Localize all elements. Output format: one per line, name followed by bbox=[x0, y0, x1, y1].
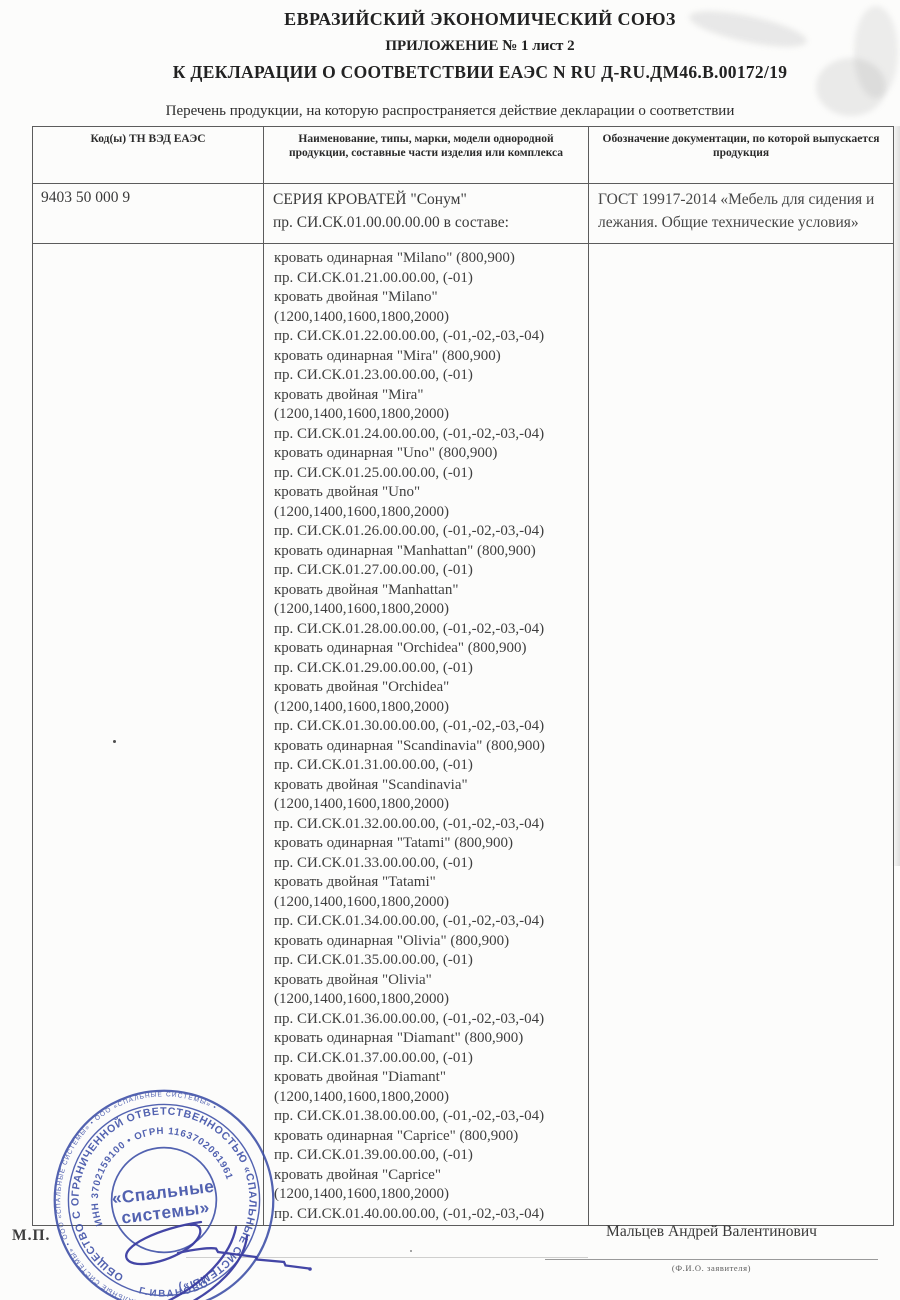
product-line: кровать одинарная "Caprice" (800,900) bbox=[274, 1127, 519, 1144]
doc-title-declaration: К ДЕКЛАРАЦИИ О СООТВЕТСТВИИ ЕАЭС N RU Д-… bbox=[172, 62, 788, 82]
product-line: пр. СИ.СК.01.28.00.00.00, (-01,-02,-03,-… bbox=[274, 620, 545, 637]
product-line: (1200,1400,1600,1800,2000) bbox=[274, 308, 449, 325]
scan-edge-shadow bbox=[892, 126, 900, 866]
product-line: кровать одинарная "Mira" (800,900) bbox=[274, 347, 501, 364]
product-line: кровать двойная "Mira" bbox=[274, 386, 424, 403]
gost-line: ГОСТ 19917-2014 «Мебель для сидения и bbox=[598, 191, 875, 208]
scan-smudge bbox=[816, 58, 886, 116]
series-project-code: пр. СИ.СК.01.00.00.00.00 в составе: bbox=[273, 214, 509, 231]
product-line: пр. СИ.СК.01.21.00.00.00, (-01) bbox=[274, 269, 473, 286]
product-line: пр. СИ.СК.01.26.00.00.00, (-01,-02,-03,-… bbox=[274, 523, 545, 539]
product-line: кровать двойная "Olivia" bbox=[274, 971, 432, 988]
product-line: кровать двойная "Scandinavia" bbox=[274, 776, 468, 793]
product-line: кровать двойная "Uno" bbox=[274, 484, 421, 500]
cell-gost-standard: ГОСТ 19917-2014 «Мебель для сидения и ле… bbox=[588, 183, 894, 244]
products-table: Код(ы) ТН ВЭД ЕАЭС Наименование, типы, м… bbox=[32, 126, 894, 1226]
scan-smudge bbox=[854, 6, 898, 98]
signature-line bbox=[545, 1259, 878, 1260]
stamp-place-label: М.П. bbox=[12, 1227, 51, 1244]
scan-speck bbox=[113, 740, 116, 743]
signer-name: Мальцев Андрей Валентинович bbox=[606, 1223, 817, 1240]
product-line: пр. СИ.СК.01.30.00.00.00, (-01,-02,-03,-… bbox=[274, 718, 545, 734]
product-line: пр. СИ.СК.01.40.00.00.00, (-01,-02,-03,-… bbox=[274, 1205, 545, 1222]
cell-code-empty bbox=[32, 243, 264, 1226]
product-line: кровать двойная "Diamant" bbox=[274, 1069, 446, 1085]
cell-doc-empty bbox=[588, 243, 894, 1226]
product-line: пр. СИ.СК.01.32.00.00.00, (-01,-02,-03,-… bbox=[274, 815, 545, 832]
product-line: пр. СИ.СК.01.34.00.00.00, (-01,-02,-03,-… bbox=[274, 913, 545, 929]
product-line: кровать двойная "Orchidea" bbox=[274, 679, 450, 695]
product-line: пр. СИ.СК.01.27.00.00.00, (-01) bbox=[274, 562, 473, 578]
doc-title-union: ЕВРАЗИЙСКИЙ ЭКОНОМИЧЕСКИЙ СОЮЗ bbox=[284, 9, 676, 29]
table-row: кровать одинарная "Milano" (800,900) пр. … bbox=[32, 243, 894, 1226]
product-line: кровать двойная "Tatami" bbox=[274, 874, 436, 890]
scan-fold-line bbox=[186, 1257, 588, 1258]
product-line: кровать одинарная "Uno" (800,900) bbox=[274, 445, 498, 461]
product-line: (1200,1400,1600,1800,2000) bbox=[274, 503, 449, 520]
product-line: пр. СИ.СК.01.25.00.00.00, (-01) bbox=[274, 464, 473, 481]
product-line: кровать одинарная "Diamant" (800,900) bbox=[274, 1030, 524, 1046]
series-title: СЕРИЯ КРОВАТЕЙ "Сонум" bbox=[273, 191, 467, 208]
product-line: кровать одинарная "Olivia" (800,900) bbox=[274, 932, 510, 949]
product-line: кровать одинарная "Manhattan" (800,900) bbox=[274, 542, 536, 559]
product-list: кровать одинарная "Milano" (800,900) пр. … bbox=[265, 245, 587, 1224]
product-line: пр. СИ.СК.01.36.00.00.00, (-01,-02,-03,-… bbox=[274, 1010, 545, 1027]
product-line: (1200,1400,1600,1800,2000) bbox=[274, 796, 449, 812]
product-line: (1200,1400,1600,1800,2000) bbox=[274, 991, 449, 1007]
cell-tnved-code: 9403 50 000 9 bbox=[32, 183, 264, 244]
product-line: (1200,1400,1600,1800,2000) bbox=[274, 1088, 449, 1105]
table-header-row: Код(ы) ТН ВЭД ЕАЭС Наименование, типы, м… bbox=[32, 126, 894, 184]
col-header-name: Наименование, типы, марки, модели одноро… bbox=[263, 126, 589, 184]
product-line: пр. СИ.СК.01.37.00.00.00, (-01) bbox=[274, 1049, 473, 1066]
product-line: (1200,1400,1600,1800,2000) bbox=[274, 1186, 449, 1202]
table-row: 9403 50 000 9 СЕРИЯ КРОВАТЕЙ "Сонум" пр.… bbox=[32, 183, 894, 244]
product-line: кровать одинарная "Milano" (800,900) bbox=[274, 250, 515, 266]
product-line: кровать одинарная "Orchidea" (800,900) bbox=[274, 640, 527, 656]
product-line: пр. СИ.СК.01.31.00.00.00, (-01) bbox=[274, 757, 473, 773]
table-caption: Перечень продукции, на которую распростр… bbox=[165, 103, 735, 119]
doc-title-annex: ПРИЛОЖЕНИЕ № 1 лист 2 bbox=[385, 38, 575, 54]
signer-caption: (Ф.И.О. заявителя) bbox=[671, 1263, 752, 1273]
product-line: пр. СИ.СК.01.23.00.00.00, (-01) bbox=[274, 367, 473, 383]
product-line: кровать одинарная "Tatami" (800,900) bbox=[274, 835, 514, 851]
product-line: пр. СИ.СК.01.22.00.00.00, (-01,-02,-03,-… bbox=[274, 328, 545, 344]
product-line: кровать двойная "Manhattan" bbox=[274, 581, 459, 598]
product-line: кровать двойная "Caprice" bbox=[274, 1166, 441, 1183]
scan-speck bbox=[410, 1250, 412, 1252]
product-line: (1200,1400,1600,1800,2000) bbox=[274, 698, 449, 715]
product-line: пр. СИ.СК.01.35.00.00.00, (-01) bbox=[274, 952, 473, 968]
cell-product-list: кровать одинарная "Milano" (800,900) пр. … bbox=[263, 243, 589, 1226]
product-line: пр. СИ.СК.01.29.00.00.00, (-01) bbox=[274, 659, 473, 676]
product-line: (1200,1400,1600,1800,2000) bbox=[274, 406, 449, 422]
product-line: (1200,1400,1600,1800,2000) bbox=[274, 601, 449, 617]
product-line: (1200,1400,1600,1800,2000) bbox=[274, 893, 449, 910]
product-line: кровать одинарная "Scandinavia" (800,900… bbox=[274, 737, 545, 754]
product-line: пр. СИ.СК.01.38.00.00.00, (-01,-02,-03,-… bbox=[274, 1108, 545, 1124]
col-header-document: Обозначение документации, по которой вып… bbox=[588, 126, 894, 184]
company-stamp-icon: ОБЩЕСТВО С ОГРАНИЧЕННОЙ ОТВЕТСТВЕННОСТЬЮ… bbox=[42, 1078, 286, 1300]
col-header-code: Код(ы) ТН ВЭД ЕАЭС bbox=[32, 126, 264, 184]
gost-line: лежания. Общие технические условия» bbox=[598, 214, 859, 231]
product-line: пр. СИ.СК.01.39.00.00.00, (-01) bbox=[274, 1147, 473, 1163]
cell-series-name: СЕРИЯ КРОВАТЕЙ "Сонум" пр. СИ.СК.01.00.0… bbox=[263, 183, 589, 244]
product-line: кровать двойная "Milano" bbox=[274, 289, 438, 305]
product-line: пр. СИ.СК.01.33.00.00.00, (-01) bbox=[274, 854, 473, 871]
product-line: пр. СИ.СК.01.24.00.00.00, (-01,-02,-03,-… bbox=[274, 425, 545, 442]
